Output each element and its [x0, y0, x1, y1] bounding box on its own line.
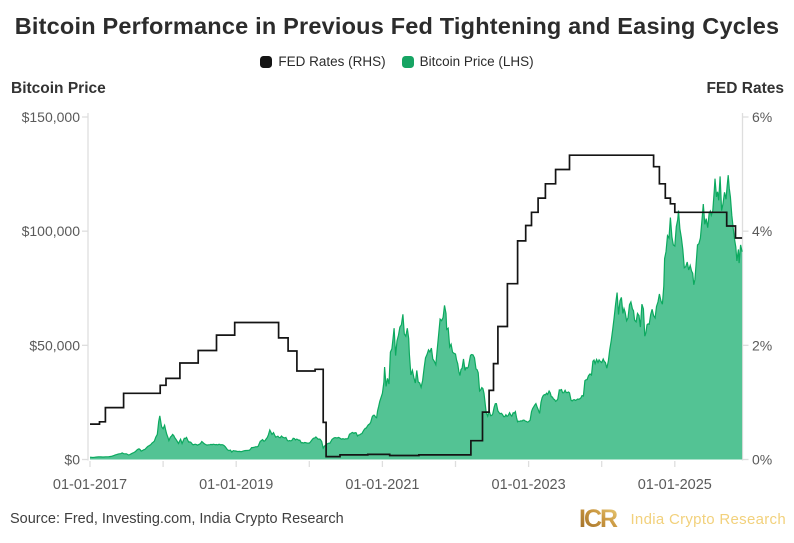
- x-tick-label: 01-01-2025: [638, 477, 712, 493]
- legend: FED Rates (RHS) Bitcoin Price (LHS): [0, 54, 794, 69]
- y-right-tick-label: 2%: [752, 337, 772, 353]
- legend-label-bitcoin: Bitcoin Price (LHS): [419, 54, 534, 69]
- legend-label-fed-rates: FED Rates (RHS): [278, 54, 386, 69]
- x-tick-label: 01-01-2023: [492, 477, 566, 493]
- icr-monogram-text: ICR: [579, 505, 618, 533]
- y-left-tick-label: $0: [64, 452, 80, 468]
- x-tick-label: 01-01-2019: [199, 477, 273, 493]
- left-axis-title: Bitcoin Price: [11, 80, 106, 97]
- y-right-tick-label: 0%: [752, 452, 772, 468]
- y-right-tick-label: 6%: [752, 109, 772, 125]
- right-axis-title: FED Rates: [706, 80, 784, 97]
- source-note: Source: Fred, Investing.com, India Crypt…: [10, 511, 344, 527]
- bitcoin-price-line: [89, 175, 743, 459]
- fed-rates-legend-marker-icon: [260, 55, 273, 68]
- logo-text: India Crypto Research: [630, 510, 786, 528]
- bitcoin-price-area: [90, 175, 743, 460]
- x-tick-label: 01-01-2017: [53, 477, 127, 493]
- bitcoin-legend-marker-icon: [401, 55, 414, 68]
- icr-logo: ICR India Crypto Research: [578, 505, 786, 533]
- x-tick-label: 01-01-2021: [345, 477, 419, 493]
- legend-item-fed-rates: FED Rates (RHS): [260, 54, 386, 69]
- y-left-tick-label: $100,000: [22, 223, 81, 239]
- chart-title: Bitcoin Performance in Previous Fed Tigh…: [14, 13, 780, 39]
- y-right-tick-label: 4%: [752, 223, 772, 239]
- y-left-tick-label: $150,000: [22, 109, 81, 125]
- icr-monogram-icon: ICR: [579, 505, 620, 533]
- legend-item-bitcoin: Bitcoin Price (LHS): [401, 54, 534, 69]
- y-left-tick-label: $50,000: [29, 337, 80, 353]
- fed-rates-step-line: [90, 154, 743, 458]
